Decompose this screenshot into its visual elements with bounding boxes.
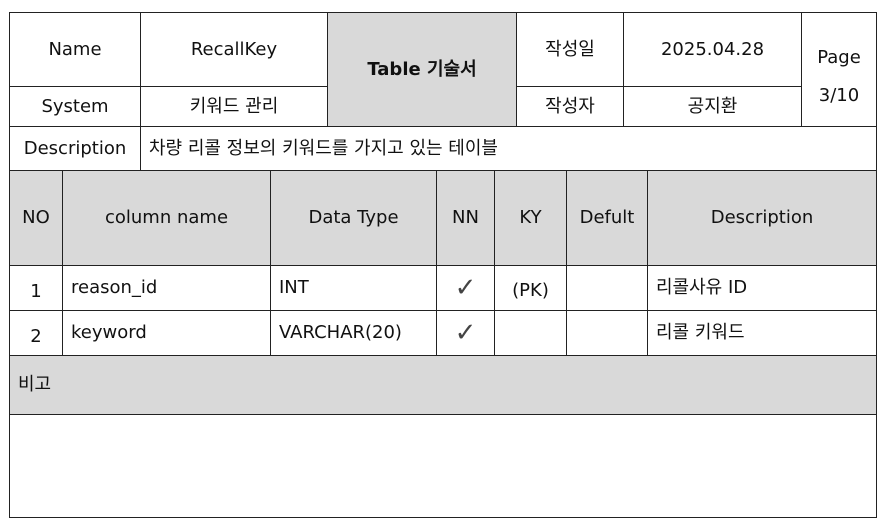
- row-2-default: [566, 310, 647, 355]
- col-header-nn: NN: [436, 170, 494, 265]
- row-1-column-name: reason_id: [62, 265, 270, 310]
- name-label: Name: [48, 38, 102, 60]
- row-1-description: 리콜사유 ID: [647, 265, 876, 310]
- row-1-nn-check-icon: ✓: [436, 265, 494, 310]
- created-date-label: 작성일: [516, 13, 623, 86]
- table-spec-sheet: Name RecallKey Table 기술서 작성일 2025.04.28 …: [9, 12, 877, 518]
- col-header-default: Defult: [566, 170, 647, 265]
- row-1-default: [566, 265, 647, 310]
- col-header-description: Description: [647, 170, 876, 265]
- col-header-no: NO: [10, 170, 62, 265]
- row-2-no: 2: [10, 310, 62, 355]
- remarks-content: [10, 414, 876, 517]
- remarks-label: 비고: [10, 355, 876, 414]
- created-date-value: 2025.04.28: [623, 13, 801, 86]
- row-2-column-name: keyword: [62, 310, 270, 355]
- author-value: 공지환: [623, 86, 801, 126]
- row-2-nn-check-icon: ✓: [436, 310, 494, 355]
- col-header-column-name: column name: [62, 170, 270, 265]
- row-1-ky: (PK): [494, 265, 566, 310]
- row-1-data-type: INT: [270, 265, 436, 310]
- name-value: RecallKey: [140, 13, 327, 86]
- author-label: 작성자: [516, 86, 623, 126]
- system-label: System: [10, 86, 140, 126]
- system-value: 키워드 관리: [140, 86, 327, 126]
- col-header-data-type: Data Type: [270, 170, 436, 265]
- row-2-description: 리콜 키워드: [647, 310, 876, 355]
- row-2-data-type: VARCHAR(20): [270, 310, 436, 355]
- page-label: Page: [801, 13, 876, 86]
- col-header-ky: KY: [494, 170, 566, 265]
- document-title: Table 기술서: [327, 13, 516, 126]
- description-label: Description: [10, 126, 140, 170]
- page-value: 3/10: [801, 86, 876, 126]
- row-1-no: 1: [10, 265, 62, 310]
- row-2-ky: [494, 310, 566, 355]
- description-value: 차량 리콜 정보의 키워드를 가지고 있는 테이블: [140, 126, 876, 170]
